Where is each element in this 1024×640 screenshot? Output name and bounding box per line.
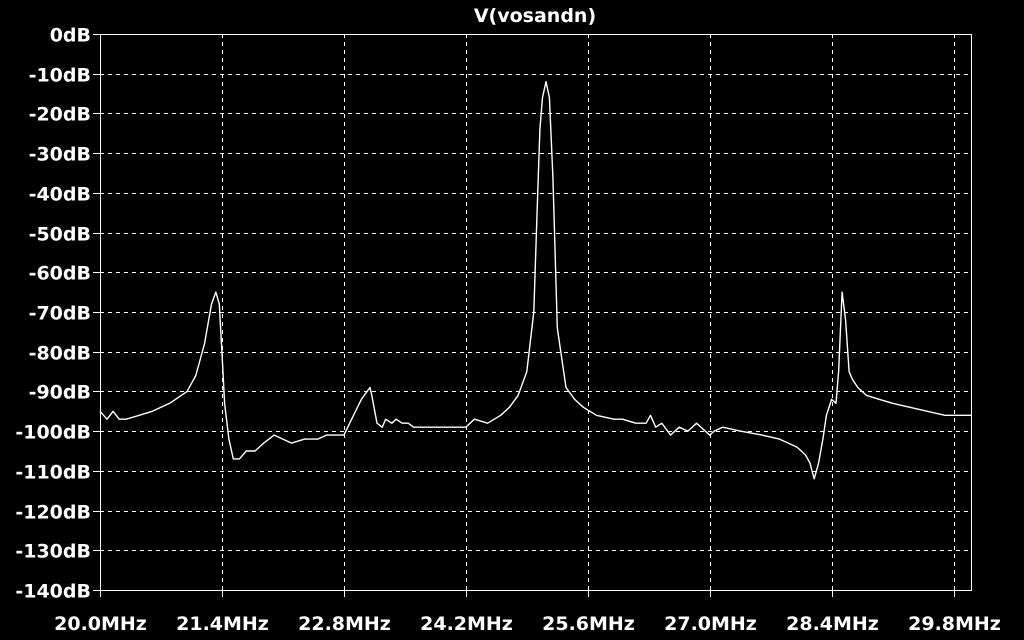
trace-layer [100,82,971,479]
y-tick-label: -40dB [29,184,91,206]
x-tick-label: 27.0MHz [664,613,757,635]
y-tick-label: -80dB [29,343,91,365]
x-tick-label: 22.8MHz [298,613,391,635]
y-tick-label: -140dB [15,581,91,603]
y-tick-label: -100dB [15,422,91,444]
x-tick-label: 25.6MHz [542,613,635,635]
axis-layer [93,35,972,598]
y-tick-label: -50dB [29,224,91,246]
chart-title: V(vosandn) [474,5,596,27]
y-tick-label: -90dB [29,382,91,404]
x-tick-label: 21.4MHz [176,613,269,635]
y-tick-label: -10dB [29,65,91,87]
x-tick-label: 29.8MHz [908,613,1001,635]
y-tick-label: -20dB [29,104,91,126]
y-tick-label: -130dB [15,541,91,563]
y-tick-label: -120dB [15,502,91,524]
series-line-0 [100,82,971,479]
y-tick-label: -60dB [29,263,91,285]
grid-layer [100,34,971,590]
tick-label-layer: 0dB -10dB -20dB -30dB -40dB -50dB -60dB -70dB -8… [15,25,1001,636]
x-tick-label: 28.4MHz [786,613,879,635]
x-tick-label: 24.2MHz [420,613,513,635]
x-tick-label: 20.0MHz [54,613,147,635]
y-tick-label: -30dB [29,144,91,166]
y-tick-label: -110dB [15,462,91,484]
y-tick-label: -70dB [29,303,91,325]
y-tick-label: 0dB [50,25,91,47]
